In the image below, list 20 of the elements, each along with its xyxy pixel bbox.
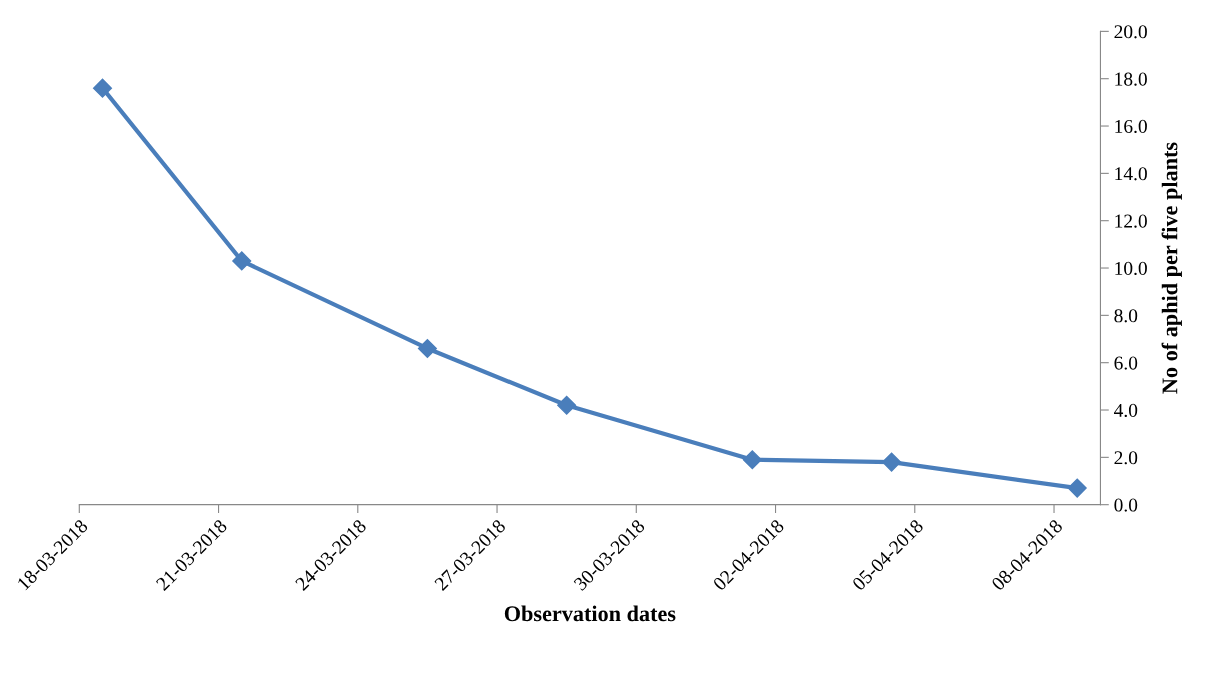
point bbox=[882, 452, 902, 472]
point bbox=[232, 251, 252, 271]
y-tick-label: 20.0 bbox=[1114, 25, 1147, 39]
point bbox=[417, 338, 437, 359]
y-tick-label: 16.0 bbox=[1115, 119, 1147, 134]
point bbox=[92, 78, 113, 98]
y-tick-label: 4.0 bbox=[1114, 403, 1138, 418]
y-tick-label: 18.0 bbox=[1115, 72, 1147, 86]
point bbox=[1067, 478, 1087, 498]
y-tick-label: 0.0 bbox=[1114, 498, 1138, 512]
y-axis-title: No of aphid per five plants bbox=[1161, 142, 1182, 394]
y-tick-label: 12.0 bbox=[1115, 214, 1147, 228]
y-tick-label: 2.0 bbox=[1114, 451, 1138, 465]
y-tick-label: 14.0 bbox=[1115, 167, 1147, 181]
y-tick-label: 6.0 bbox=[1114, 356, 1138, 370]
y-tick-label: 10.0 bbox=[1115, 261, 1147, 276]
x-axis-title: Observation dates bbox=[504, 605, 676, 622]
point bbox=[557, 395, 577, 415]
y-tick-label: 8.0 bbox=[1114, 309, 1138, 323]
point bbox=[742, 450, 762, 470]
